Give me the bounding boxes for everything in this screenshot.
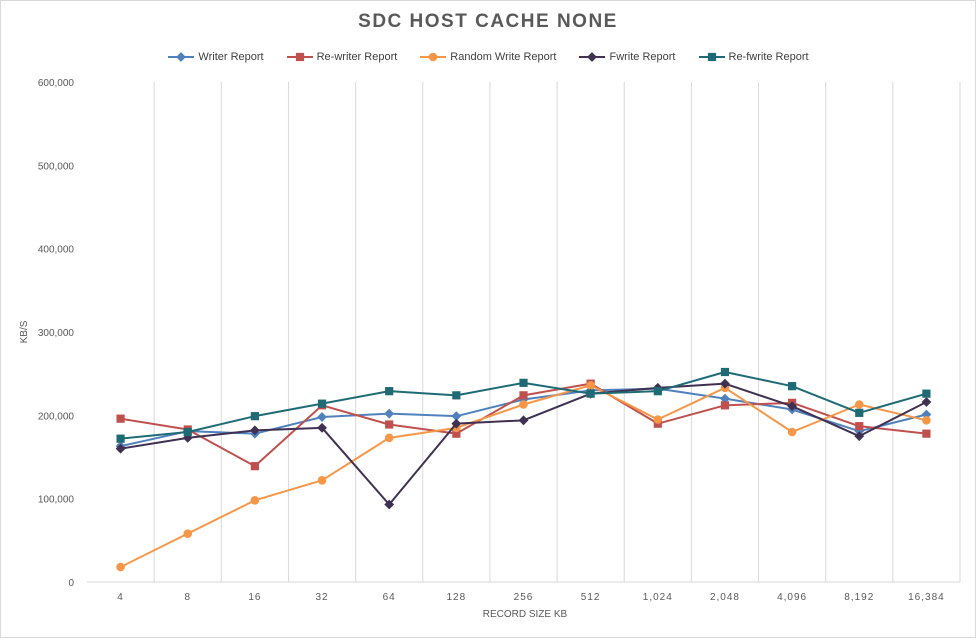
legend-marker-writer-report [176, 52, 187, 62]
data-point-re-fwrite-report [317, 399, 327, 408]
legend-item-re-fwrite-report: Re-fwrite Report [698, 48, 809, 66]
data-point-re-fwrite-report [519, 378, 528, 387]
data-point-fwrite-report [921, 397, 932, 407]
legend-marker-re-writer-report [295, 52, 304, 62]
data-point-random-write-report [653, 415, 663, 424]
data-point-random-write-report [787, 427, 797, 437]
legend-marker-fwrite-report [587, 52, 598, 62]
legend-marker-random-write-report [428, 52, 438, 62]
data-point-random-write-report [116, 562, 125, 572]
data-point-random-write-report [250, 496, 260, 505]
data-point-re-fwrite-report [385, 387, 394, 396]
data-point-re-fwrite-report [720, 367, 730, 377]
legend-label: Re-writer Report [316, 51, 398, 63]
legend-item-re-writer-report: Re-writer Report [286, 48, 398, 66]
x-tick-label: 4,096 [777, 592, 807, 603]
x-tick-label: 128 [447, 592, 467, 603]
x-tick-label: 2,048 [710, 592, 740, 603]
data-point-re-fwrite-report [116, 434, 125, 443]
legend-swatch-re-fwrite-report [698, 52, 725, 62]
legend-swatch-writer-report [168, 52, 195, 62]
x-tick-label: 16 [248, 592, 261, 603]
data-point-re-writer-report [116, 414, 125, 423]
legend-label: Random Write Report [450, 51, 557, 63]
data-point-random-write-report [854, 400, 864, 409]
data-point-random-write-report [519, 400, 528, 409]
legend-item-writer-report: Writer Report [167, 48, 264, 66]
data-point-re-writer-report [519, 391, 528, 400]
data-point-re-fwrite-report [855, 408, 864, 417]
legend-item-fwrite-report: Fwrite Report [578, 48, 676, 66]
y-tick-label: 200,000 [38, 411, 75, 422]
legend-label: Re-fwrite Report [728, 51, 809, 63]
data-point-random-write-report [586, 381, 595, 390]
data-point-re-fwrite-report [922, 389, 931, 398]
data-point-re-fwrite-report [653, 387, 662, 396]
x-tick-label: 16,384 [908, 592, 945, 603]
data-point-re-writer-report [922, 429, 931, 438]
data-point-fwrite-report [317, 422, 327, 433]
x-tick-label: 8,192 [844, 592, 874, 603]
x-tick-label: 512 [581, 592, 601, 603]
x-tick-labels: 4 8 16 32 64 128 256 512 1,024 2,048 4,096 8,192 16,… [117, 592, 945, 603]
y-tick-label: 400,000 [38, 245, 75, 256]
data-point-random-write-report [317, 476, 327, 485]
grid-layer [87, 82, 961, 583]
x-tick-label: 1,024 [643, 592, 673, 603]
data-point-random-write-report [922, 416, 931, 425]
x-tick-label: 8 [184, 592, 191, 603]
series-fwrite-report [115, 378, 932, 510]
legend-label: Fwrite Report [609, 51, 676, 63]
data-point-writer-report [317, 412, 327, 422]
y-tick-label: 100,000 [38, 495, 75, 506]
data-point-re-fwrite-report [788, 382, 797, 391]
data-point-re-fwrite-report [183, 427, 192, 437]
y-tick-label: 0 [68, 578, 74, 589]
x-tick-label: 32 [315, 592, 328, 603]
legend-swatch-re-writer-report [286, 52, 313, 62]
x-tick-label: 256 [514, 592, 534, 603]
data-point-fwrite-report [854, 431, 865, 442]
y-tick-label: 300,000 [38, 328, 75, 339]
x-tick-label: 64 [383, 592, 396, 603]
data-point-fwrite-report [720, 378, 730, 389]
data-point-re-writer-report [720, 401, 730, 410]
legend-item-random-write-report: Random Write Report [419, 48, 556, 66]
legend-swatch-fwrite-report [579, 52, 606, 62]
data-point-fwrite-report [249, 425, 260, 436]
y-tick-label: 600,000 [38, 78, 75, 89]
legend-marker-re-fwrite-report [707, 52, 716, 62]
data-point-re-fwrite-report [250, 412, 259, 421]
series-re-fwrite-report [116, 367, 931, 443]
data-point-re-writer-report [250, 462, 259, 471]
data-point-random-write-report [384, 433, 394, 443]
legend: Writer Report Re-writer Report Random Writ… [0, 48, 976, 66]
data-point-fwrite-report [787, 401, 798, 412]
chart-title: SDC HOST CACHE NONE [358, 11, 618, 32]
series-random-write-report [116, 381, 931, 572]
data-point-re-fwrite-report [452, 391, 461, 400]
data-point-re-fwrite-report [586, 389, 595, 398]
data-point-random-write-report [183, 529, 193, 538]
data-point-re-writer-report [385, 420, 394, 429]
data-point-fwrite-report [518, 415, 529, 426]
data-point-fwrite-report [115, 443, 126, 454]
x-axis-title: RECORD SIZE KB [483, 609, 568, 620]
y-axis-title: KB/S [19, 320, 30, 343]
y-tick-labels: 0 100,000 200,000 300,000 400,000 500,000 600,… [38, 78, 75, 589]
legend-label: Writer Report [198, 51, 264, 63]
data-point-re-writer-report [855, 422, 864, 431]
legend-swatch-random-write-report [420, 52, 447, 62]
series-layer [115, 367, 932, 572]
data-point-writer-report [384, 408, 395, 419]
x-tick-label: 4 [117, 592, 124, 603]
data-point-fwrite-report [451, 418, 462, 429]
data-point-fwrite-report [384, 499, 395, 510]
y-tick-label: 500,000 [38, 161, 75, 172]
